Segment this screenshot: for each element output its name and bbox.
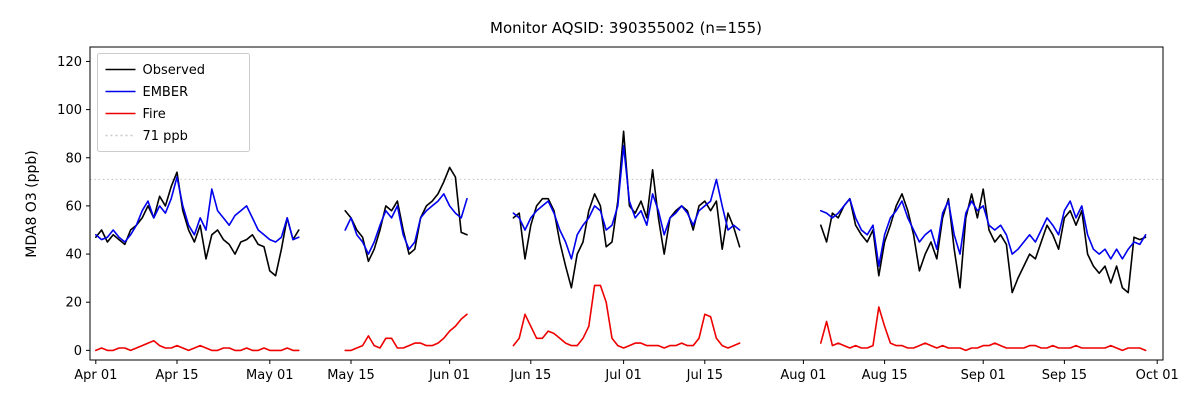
y-tick-label: 40 <box>65 248 82 263</box>
x-tick-label: Jul 15 <box>686 368 723 383</box>
legend-label-observed: Observed <box>143 63 206 78</box>
fire-line <box>512 284 741 349</box>
legend-label-ember: EMBER <box>143 85 189 100</box>
y-axis-label: MDA8 O3 (ppb) <box>24 150 40 258</box>
x-tick-label: Sep 15 <box>1042 368 1087 383</box>
y-tick-label: 60 <box>65 199 82 214</box>
x-tick-label: Apr 15 <box>155 368 198 383</box>
legend-label-71-ppb: 71 ppb <box>143 129 188 144</box>
x-tick-label: May 15 <box>327 368 375 383</box>
y-tick-label: 0 <box>74 344 82 359</box>
x-tick-label: Jun 01 <box>428 368 470 383</box>
y-tick-label: 100 <box>57 103 82 118</box>
x-tick-label: May 01 <box>246 368 294 383</box>
observed-line <box>512 130 741 289</box>
legend-box <box>97 53 250 152</box>
observed-line <box>344 166 468 263</box>
ember-line <box>344 193 468 255</box>
fire-line <box>344 313 468 352</box>
legend: Observed EMBER Fire 71 ppb <box>97 53 250 152</box>
x-tick-label: Oct 01 <box>1136 368 1179 383</box>
x-tick-label: Jun 15 <box>509 368 551 383</box>
x-tick-label: Sep 01 <box>961 368 1006 383</box>
fire-line <box>95 339 300 352</box>
plot-content: Apr 01 Apr 15 May 01 May 15 Jun 01 Jun 15 Jul … <box>57 46 1179 383</box>
ember-line <box>819 197 1147 267</box>
observed-line <box>95 171 300 277</box>
chart-title: Monitor AQSID: 390355002 (n=155) <box>490 19 762 37</box>
plot-border <box>89 46 1164 361</box>
x-tick-label: Aug 15 <box>862 368 908 383</box>
fire-line <box>819 306 1147 352</box>
y-tick-label: 120 <box>57 55 82 70</box>
x-tick-label: Jul 01 <box>604 368 641 383</box>
ember-line <box>95 176 300 243</box>
ember-line <box>512 144 741 260</box>
x-tick-label: Aug 01 <box>780 368 826 383</box>
y-tick-label: 20 <box>65 296 82 311</box>
y-tick-label: 80 <box>65 151 82 166</box>
legend-label-fire: Fire <box>143 107 166 122</box>
x-tick-label: Apr 01 <box>74 368 117 383</box>
observed-line <box>819 188 1147 294</box>
